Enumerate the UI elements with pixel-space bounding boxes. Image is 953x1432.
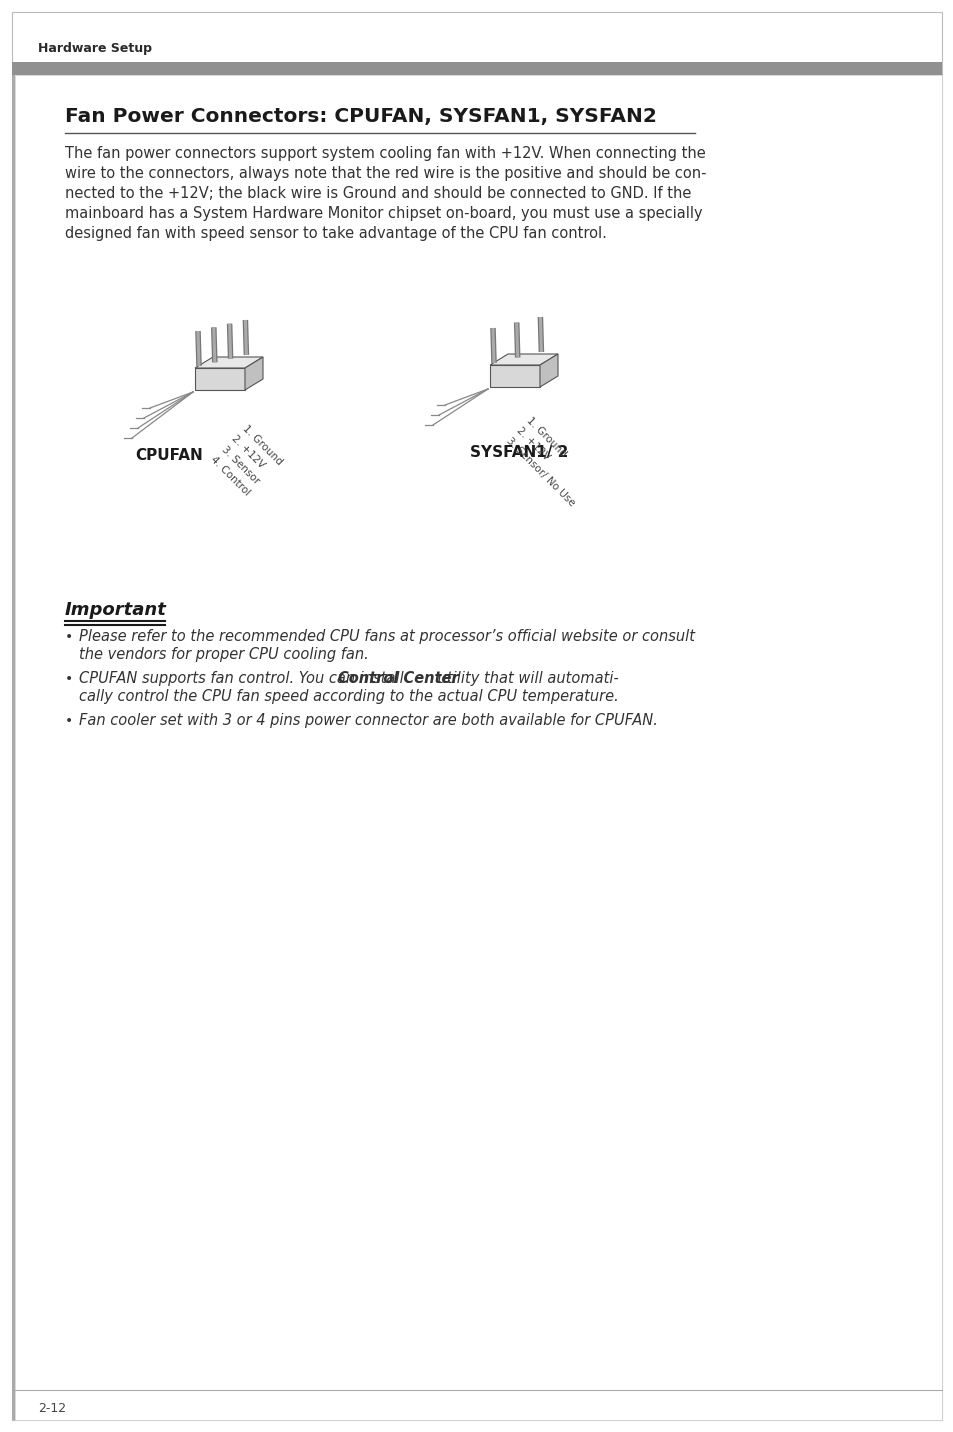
Text: mainboard has a System Hardware Monitor chipset on-board, you must use a special: mainboard has a System Hardware Monitor … [65, 206, 702, 221]
Text: Please refer to the recommended CPU fans at processor’s official website or cons: Please refer to the recommended CPU fans… [79, 629, 695, 644]
Polygon shape [539, 354, 558, 387]
Text: SYSFAN1/ 2: SYSFAN1/ 2 [470, 445, 568, 460]
Text: cally control the CPU fan speed according to the actual CPU temperature.: cally control the CPU fan speed accordin… [79, 689, 618, 705]
Text: Control Center: Control Center [337, 672, 457, 686]
Text: •: • [65, 630, 73, 644]
Text: 1. Ground
2. +12V
3. Sensor
4. Control: 1. Ground 2. +12V 3. Sensor 4. Control [209, 422, 284, 498]
Text: Fan Power Connectors: CPUFAN, SYSFAN1, SYSFAN2: Fan Power Connectors: CPUFAN, SYSFAN1, S… [65, 107, 657, 126]
Text: nected to the +12V; the black wire is Ground and should be connected to GND. If : nected to the +12V; the black wire is Gr… [65, 186, 691, 200]
Text: Fan cooler set with 3 or 4 pins power connector are both available for CPUFAN.: Fan cooler set with 3 or 4 pins power co… [79, 713, 658, 727]
Text: Important: Important [65, 601, 167, 619]
Text: CPUFAN: CPUFAN [135, 448, 203, 463]
Polygon shape [194, 357, 263, 368]
Text: the vendors for proper CPU cooling fan.: the vendors for proper CPU cooling fan. [79, 647, 369, 662]
Text: utility that will automati-: utility that will automati- [433, 672, 618, 686]
Text: •: • [65, 672, 73, 686]
Bar [12, 74, 15, 1421]
Text: designed fan with speed sensor to take advantage of the CPU fan control.: designed fan with speed sensor to take a… [65, 226, 606, 241]
Text: CPUFAN supports fan control. You can install: CPUFAN supports fan control. You can ins… [79, 672, 408, 686]
Polygon shape [490, 365, 539, 387]
Text: 1. Ground
2. +12V
3. Sensor/ No Use: 1. Ground 2. +12V 3. Sensor/ No Use [503, 415, 597, 508]
Text: Hardware Setup: Hardware Setup [38, 42, 152, 54]
Text: •: • [65, 715, 73, 727]
Text: The fan power connectors support system cooling fan with +12V. When connecting t: The fan power connectors support system … [65, 146, 705, 160]
Text: 2-12: 2-12 [38, 1402, 66, 1415]
Polygon shape [490, 354, 558, 365]
Polygon shape [194, 368, 245, 390]
Text: wire to the connectors, always note that the red wire is the positive and should: wire to the connectors, always note that… [65, 166, 706, 180]
Polygon shape [245, 357, 263, 390]
Bar [12, 62, 941, 74]
